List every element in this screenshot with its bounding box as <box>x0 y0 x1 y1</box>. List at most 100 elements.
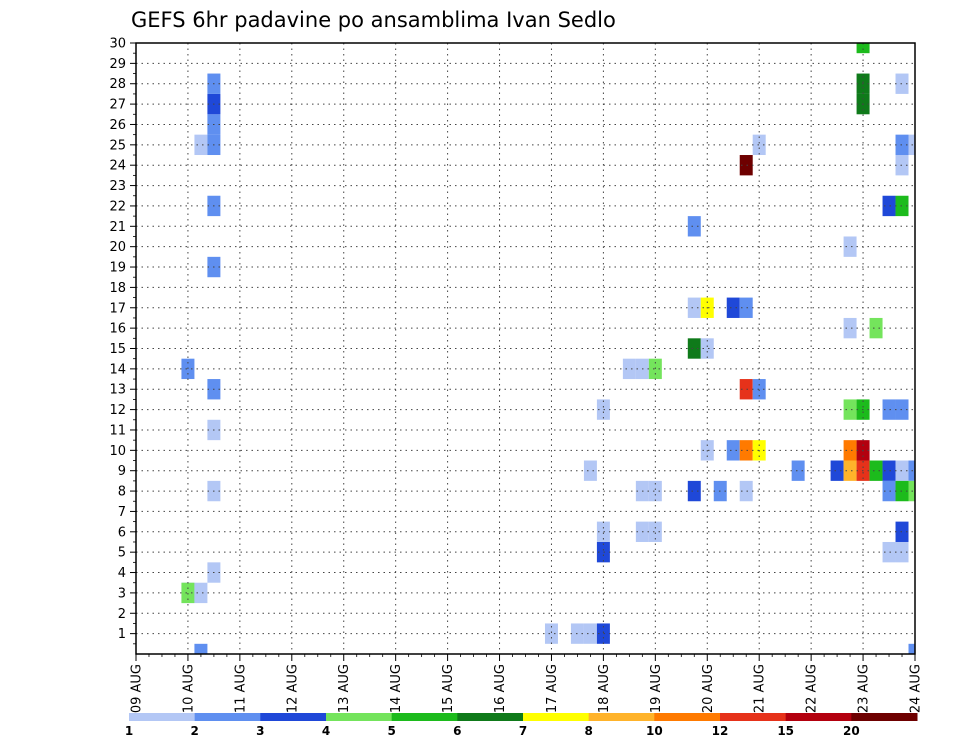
heat-cell <box>181 582 195 604</box>
legend-swatch <box>851 713 918 721</box>
y-tick-label: 9 <box>118 464 126 479</box>
heat-cell <box>687 480 701 502</box>
heat-cell <box>583 623 597 644</box>
legend-label: 4 <box>322 724 330 738</box>
heat-cell <box>895 480 909 502</box>
legend-label: 5 <box>387 724 395 738</box>
color-legend: 1 2 3 4 5 6 7 8 10 12 15 20 <box>125 713 918 738</box>
y-tick-label: 19 <box>109 261 126 276</box>
y-tick-label: 27 <box>109 98 126 113</box>
legend-swatch <box>785 713 852 721</box>
y-axis: 1234567891011121314151617181920212223242… <box>109 37 136 645</box>
x-tick-label: 17 AUG <box>545 664 560 713</box>
legend-label: 8 <box>584 724 592 738</box>
heat-cell <box>882 195 896 217</box>
x-tick-label: 16 AUG <box>493 664 508 713</box>
legend-swatch <box>457 713 524 721</box>
plot-frame <box>135 42 916 655</box>
y-tick-label: 24 <box>109 159 126 174</box>
legend-swatch <box>129 713 196 721</box>
heat-cell <box>726 440 740 461</box>
heat-cell <box>739 440 753 461</box>
y-tick-label: 2 <box>118 607 126 622</box>
heat-cell <box>194 134 208 156</box>
legend-swatch <box>720 713 787 721</box>
y-tick-label: 5 <box>118 546 126 561</box>
y-tick-label: 12 <box>109 403 126 418</box>
heat-cell <box>856 43 870 54</box>
legend-swatch <box>260 713 327 721</box>
heat-cell <box>895 399 909 420</box>
legend-swatch <box>326 713 393 721</box>
heat-cell <box>687 297 701 318</box>
heat-cell <box>544 623 558 644</box>
heat-cell <box>895 541 909 563</box>
heat-cell <box>843 317 857 339</box>
y-tick-label: 4 <box>118 566 126 581</box>
y-tick-label: 25 <box>109 138 126 153</box>
heat-cell <box>830 460 844 481</box>
x-tick-label: 20 AUG <box>701 664 716 713</box>
x-tick-label: 19 AUG <box>649 664 664 713</box>
y-tick-label: 15 <box>109 342 126 357</box>
legend-label: 15 <box>777 724 794 738</box>
y-tick-label: 11 <box>109 423 126 438</box>
y-tick-label: 3 <box>118 586 126 601</box>
y-tick-label: 29 <box>109 57 126 72</box>
heat-cell <box>895 134 909 156</box>
y-tick-label: 1 <box>118 627 126 642</box>
heat-cell <box>596 623 610 644</box>
heat-cell <box>700 338 714 359</box>
heat-cell <box>843 440 857 461</box>
y-tick-label: 8 <box>118 485 126 500</box>
heat-cell <box>895 195 909 217</box>
y-tick-label: 17 <box>109 301 126 316</box>
heat-cell <box>882 541 896 563</box>
y-tick-label: 23 <box>109 179 126 194</box>
heat-cell <box>739 297 753 318</box>
heat-cell <box>648 480 662 502</box>
heat-cell <box>739 480 753 502</box>
heat-cell <box>739 155 753 176</box>
x-tick-label: 10 AUG <box>181 664 196 713</box>
x-tick-label: 09 AUG <box>130 664 145 713</box>
heat-cell <box>843 399 857 420</box>
heat-cell <box>843 236 857 257</box>
y-tick-label: 28 <box>109 77 126 92</box>
heat-cell <box>882 480 896 502</box>
heat-cell <box>882 399 896 420</box>
heat-cell <box>869 460 883 481</box>
legend-label: 20 <box>843 724 860 738</box>
legend-swatch <box>588 713 655 721</box>
heat-cell <box>648 521 662 542</box>
heat-cell <box>895 73 909 94</box>
y-tick-label: 20 <box>109 240 126 255</box>
y-tick-label: 13 <box>109 383 126 398</box>
x-tick-label: 23 AUG <box>857 664 872 713</box>
legend-label: 3 <box>256 724 264 738</box>
heat-cell <box>583 460 597 481</box>
y-tick-label: 6 <box>118 525 126 540</box>
heat-cell <box>687 216 701 237</box>
heat-cell <box>791 460 805 481</box>
heat-cell <box>895 155 909 176</box>
y-tick-label: 21 <box>109 220 126 235</box>
legend-label: 10 <box>646 724 663 738</box>
heat-cell <box>596 399 610 420</box>
x-tick-label: 12 AUG <box>285 664 300 713</box>
y-tick-label: 30 <box>109 37 126 52</box>
legend-label: 2 <box>190 724 198 738</box>
legend-swatch <box>391 713 458 721</box>
y-tick-label: 22 <box>109 199 126 214</box>
legend-swatch <box>194 713 261 721</box>
x-tick-label: 22 AUG <box>805 664 820 713</box>
legend-label: 12 <box>712 724 729 738</box>
legend-label: 1 <box>125 724 133 738</box>
heat-cell <box>752 379 766 400</box>
x-tick-label: 13 AUG <box>337 664 352 713</box>
x-tick-label: 11 AUG <box>233 664 248 713</box>
y-tick-label: 7 <box>118 505 126 520</box>
legend-label: 6 <box>453 724 461 738</box>
heat-cell <box>843 460 857 481</box>
x-axis: 09 AUG 10 AUG 11 AUG 12 AUG 13 AUG 14 AUG 15 A… <box>130 654 924 713</box>
